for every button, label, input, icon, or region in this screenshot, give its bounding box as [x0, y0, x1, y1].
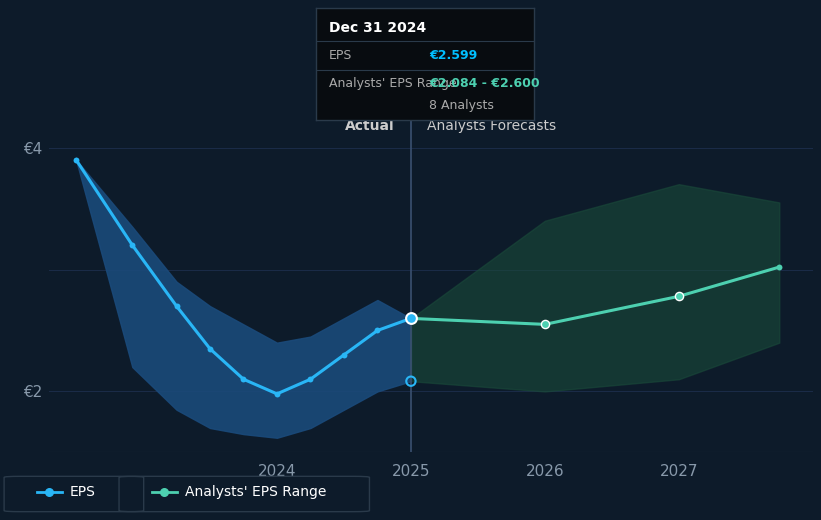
Point: [672, 292, 686, 301]
Point: [170, 302, 183, 310]
Text: EPS: EPS: [70, 486, 96, 499]
Point: [371, 327, 384, 335]
Point: [270, 389, 283, 398]
Point: [405, 377, 418, 385]
Point: [158, 488, 171, 497]
Point: [773, 263, 786, 271]
Text: Analysts' EPS Range: Analysts' EPS Range: [329, 77, 456, 90]
Text: Dec 31 2024: Dec 31 2024: [329, 21, 426, 35]
Text: EPS: EPS: [329, 49, 352, 62]
Point: [405, 314, 418, 322]
Point: [337, 350, 351, 359]
Text: €2.599: €2.599: [429, 49, 478, 62]
Point: [70, 155, 83, 164]
Point: [204, 345, 217, 353]
Text: Analysts' EPS Range: Analysts' EPS Range: [185, 486, 326, 499]
Point: [304, 375, 317, 383]
Text: 8 Analysts: 8 Analysts: [429, 99, 494, 112]
Text: Actual: Actual: [346, 119, 395, 133]
Point: [126, 241, 139, 249]
Point: [672, 292, 686, 301]
Point: [43, 488, 56, 497]
Text: Analysts Forecasts: Analysts Forecasts: [427, 119, 556, 133]
Point: [539, 320, 552, 329]
Point: [539, 320, 552, 329]
Text: €2.084 - €2.600: €2.084 - €2.600: [429, 77, 540, 90]
Point: [237, 375, 250, 383]
